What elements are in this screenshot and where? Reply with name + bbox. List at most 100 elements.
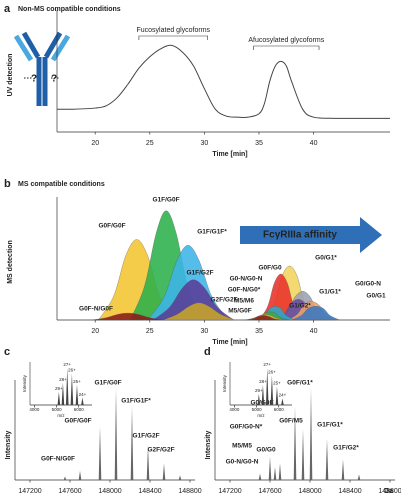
spectrum-peak bbox=[309, 388, 313, 480]
spectrum-peak bbox=[257, 393, 261, 405]
uv-trace bbox=[56, 44, 390, 119]
panel-title: MS compatible conditions bbox=[18, 181, 105, 188]
icon-arm bbox=[43, 31, 63, 59]
x-axis-label: Da bbox=[384, 488, 393, 495]
annotation: Afucosylated glycoforms bbox=[248, 37, 324, 44]
peak-label: G0-N/G0-N bbox=[226, 459, 259, 466]
spectrum-peak bbox=[325, 438, 329, 480]
peak-area bbox=[291, 306, 340, 321]
peak-label: G1F/G1* bbox=[317, 422, 343, 429]
peak-label: G1F/G2* bbox=[333, 445, 359, 452]
spectrum-peak bbox=[265, 368, 269, 405]
peak-label: G0F/G1* bbox=[287, 380, 313, 387]
spectrum-peak bbox=[357, 474, 361, 480]
peak-label: 29+ bbox=[55, 386, 63, 391]
spectrum-peak bbox=[268, 457, 272, 480]
icon-text: ? bbox=[51, 74, 57, 85]
spectrum-peak bbox=[278, 463, 282, 480]
inset-x-label: m/z bbox=[57, 413, 65, 418]
arrow-label: FcγRIIIa affinity bbox=[263, 230, 337, 241]
legend-label: G1/G1* bbox=[319, 289, 341, 296]
x-tick-label: 20 bbox=[91, 328, 99, 335]
x-tick-label: 147200 bbox=[218, 488, 241, 495]
x-tick-label: 4000 bbox=[29, 407, 40, 412]
legend-label: G0F-N/G0F bbox=[79, 306, 113, 313]
spectrum-peak bbox=[301, 429, 305, 480]
peak-area bbox=[243, 315, 284, 321]
x-tick-label: 30 bbox=[200, 328, 208, 335]
x-tick-label: 148800 bbox=[378, 488, 401, 495]
x-tick-label: 35 bbox=[255, 140, 263, 147]
peak-label: G0F-N/G0F bbox=[41, 456, 75, 463]
legend-label: G2F/G2F bbox=[210, 297, 237, 304]
icon-text: ? bbox=[31, 74, 37, 85]
y-axis-label: Intensity bbox=[205, 431, 212, 460]
peak-label: 27+ bbox=[263, 362, 271, 367]
x-tick-label: 147600 bbox=[258, 488, 281, 495]
legend-label: M5/M6 bbox=[234, 298, 254, 305]
x-tick-label: 40 bbox=[310, 328, 318, 335]
bracket bbox=[253, 45, 320, 50]
bracket bbox=[138, 35, 208, 40]
spectrum-peak bbox=[78, 470, 82, 480]
x-tick-label: 25 bbox=[146, 328, 154, 335]
inset-x-label: m/z bbox=[257, 413, 265, 418]
spectrum-peak bbox=[178, 475, 182, 480]
legend-label: G0F/G0F bbox=[98, 223, 125, 230]
x-tick-label: 148400 bbox=[338, 488, 361, 495]
peak-label: G1F/G2F bbox=[132, 433, 159, 440]
peak-label: G0F/M5 bbox=[279, 418, 303, 425]
peak-label: G1F/G1F* bbox=[121, 398, 151, 405]
y-axis-label: Intensity bbox=[5, 431, 12, 460]
x-tick-label: 147200 bbox=[18, 488, 41, 495]
x-tick-label: 147600 bbox=[58, 488, 81, 495]
spectrum-peak bbox=[293, 406, 297, 480]
x-tick-label: 6000 bbox=[74, 407, 85, 412]
peak-label: 26+ bbox=[68, 368, 76, 373]
peak-label: M5/M5 bbox=[232, 443, 252, 450]
spectrum-peak bbox=[270, 375, 274, 405]
spectrum-peak bbox=[261, 384, 265, 405]
x-tick-label: 6000 bbox=[274, 407, 285, 412]
spectrum-peak bbox=[275, 386, 279, 405]
panel-label: b bbox=[4, 178, 11, 190]
spectrum-peak bbox=[146, 445, 150, 480]
legend-label: G0/G1 bbox=[366, 293, 386, 300]
x-tick-label: 148000 bbox=[98, 488, 121, 495]
peak-label: G1F/G0F bbox=[94, 380, 121, 387]
spectrum-peak bbox=[57, 392, 61, 405]
x-tick-label: 4000 bbox=[229, 407, 240, 412]
peak-area bbox=[91, 312, 165, 321]
legend-label: G1F/G1F* bbox=[197, 229, 227, 236]
spectrum-peak bbox=[61, 382, 65, 405]
icon-arm bbox=[13, 34, 34, 62]
spectrum-peak bbox=[114, 388, 118, 480]
x-tick-label: 25 bbox=[146, 140, 154, 147]
x-tick-label: 5000 bbox=[252, 407, 263, 412]
x-tick-label: 148000 bbox=[298, 488, 321, 495]
peak-label: 25+ bbox=[73, 379, 81, 384]
peak-label: 25+ bbox=[273, 381, 281, 386]
spectrum-peak bbox=[130, 406, 134, 480]
x-tick-label: 35 bbox=[255, 328, 263, 335]
icon-arm bbox=[21, 31, 41, 59]
spectrum-peak bbox=[258, 473, 262, 480]
peak-label: G0/G0 bbox=[256, 447, 276, 454]
spectrum-peak bbox=[75, 384, 79, 405]
panel-title: Non-MS compatible conditions bbox=[18, 6, 121, 13]
spectrum-peak bbox=[341, 459, 345, 480]
y-axis-label: UV detection bbox=[7, 54, 14, 97]
legend-label: G0F/G0 bbox=[258, 265, 282, 272]
legend-label: G0/G0-N bbox=[355, 281, 381, 288]
legend-label: G0/G1* bbox=[315, 255, 337, 262]
peak-label: G2F/G2F bbox=[147, 447, 174, 454]
spectrum-peak bbox=[63, 476, 67, 480]
x-tick-label: 20 bbox=[91, 140, 99, 147]
peak-label: 24+ bbox=[279, 393, 287, 398]
legend-label: G1/G2* bbox=[289, 303, 311, 310]
peak-label: 28+ bbox=[59, 377, 67, 382]
spectrum-peak bbox=[98, 426, 102, 480]
panel-label: c bbox=[4, 346, 10, 358]
legend-label: M5/G0F bbox=[228, 308, 252, 315]
